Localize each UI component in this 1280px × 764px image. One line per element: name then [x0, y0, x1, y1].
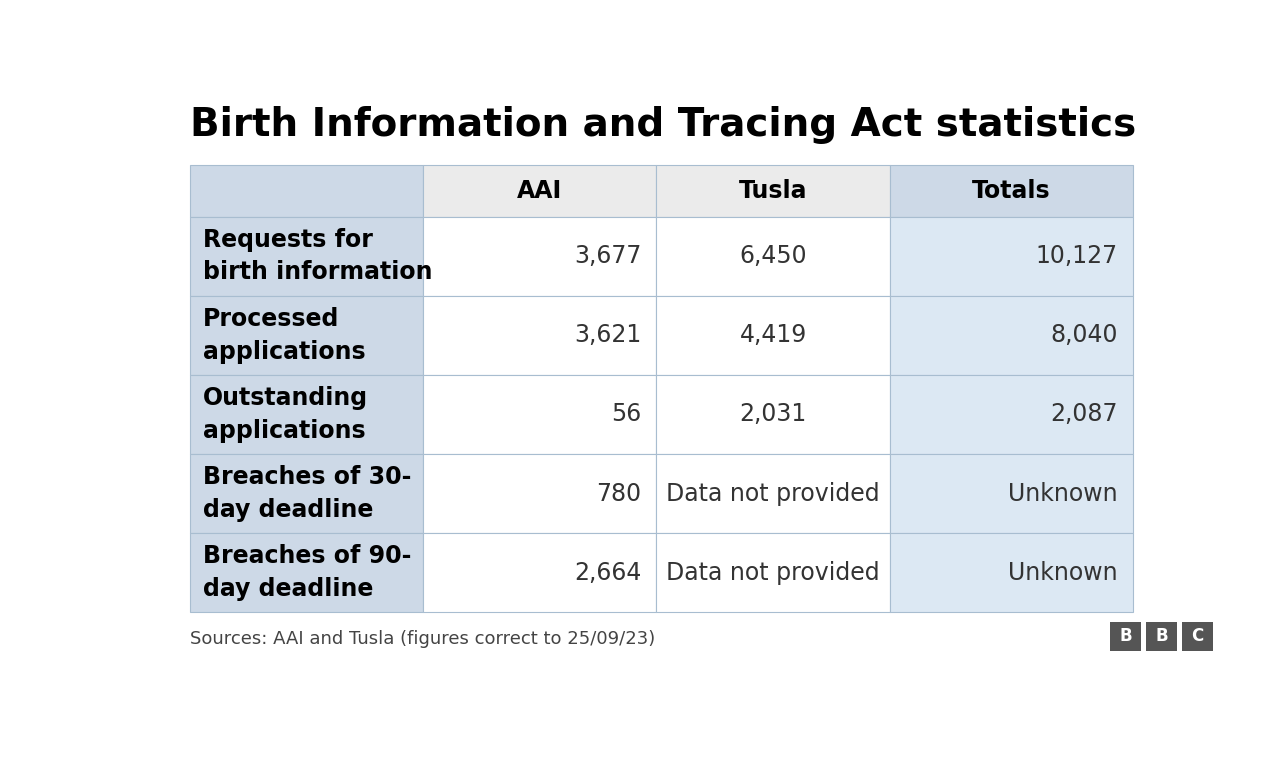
Text: C: C [1190, 627, 1203, 646]
FancyBboxPatch shape [189, 533, 424, 612]
FancyBboxPatch shape [657, 533, 890, 612]
FancyBboxPatch shape [657, 165, 890, 217]
Text: Outstanding
applications: Outstanding applications [202, 386, 367, 443]
Text: 56: 56 [612, 403, 641, 426]
FancyBboxPatch shape [890, 375, 1133, 454]
FancyBboxPatch shape [657, 217, 890, 296]
Text: 3,621: 3,621 [575, 323, 641, 348]
Text: Unknown: Unknown [1009, 561, 1117, 584]
Text: Data not provided: Data not provided [667, 481, 879, 506]
FancyBboxPatch shape [1181, 623, 1212, 650]
Text: 8,040: 8,040 [1050, 323, 1117, 348]
Text: AAI: AAI [517, 179, 562, 203]
Text: 4,419: 4,419 [740, 323, 806, 348]
FancyBboxPatch shape [657, 454, 890, 533]
FancyBboxPatch shape [890, 533, 1133, 612]
Text: 2,664: 2,664 [575, 561, 641, 584]
Text: Birth Information and Tracing Act statistics: Birth Information and Tracing Act statis… [189, 106, 1137, 144]
Text: Tusla: Tusla [739, 179, 808, 203]
FancyBboxPatch shape [189, 165, 424, 217]
Text: B: B [1155, 627, 1167, 646]
FancyBboxPatch shape [189, 296, 424, 375]
Text: Breaches of 90-
day deadline: Breaches of 90- day deadline [202, 545, 411, 601]
FancyBboxPatch shape [890, 165, 1133, 217]
FancyBboxPatch shape [189, 217, 424, 296]
Text: Data not provided: Data not provided [667, 561, 879, 584]
FancyBboxPatch shape [890, 217, 1133, 296]
Text: 10,127: 10,127 [1036, 244, 1117, 268]
Text: Totals: Totals [972, 179, 1051, 203]
FancyBboxPatch shape [1146, 623, 1176, 650]
Text: 2,031: 2,031 [740, 403, 806, 426]
FancyBboxPatch shape [657, 296, 890, 375]
FancyBboxPatch shape [1110, 623, 1140, 650]
Text: Processed
applications: Processed applications [202, 307, 365, 364]
FancyBboxPatch shape [424, 217, 657, 296]
FancyBboxPatch shape [424, 375, 657, 454]
Text: Requests for
birth information: Requests for birth information [202, 228, 433, 284]
Text: 3,677: 3,677 [575, 244, 641, 268]
FancyBboxPatch shape [189, 454, 424, 533]
Text: Breaches of 30-
day deadline: Breaches of 30- day deadline [202, 465, 411, 522]
FancyBboxPatch shape [657, 375, 890, 454]
FancyBboxPatch shape [424, 165, 657, 217]
FancyBboxPatch shape [890, 296, 1133, 375]
Text: B: B [1120, 627, 1132, 646]
Text: 2,087: 2,087 [1050, 403, 1117, 426]
Text: 780: 780 [596, 481, 641, 506]
Text: Unknown: Unknown [1009, 481, 1117, 506]
FancyBboxPatch shape [189, 375, 424, 454]
FancyBboxPatch shape [424, 454, 657, 533]
Text: Sources: AAI and Tusla (figures correct to 25/09/23): Sources: AAI and Tusla (figures correct … [189, 630, 655, 648]
FancyBboxPatch shape [890, 454, 1133, 533]
FancyBboxPatch shape [424, 533, 657, 612]
Text: 6,450: 6,450 [740, 244, 806, 268]
FancyBboxPatch shape [424, 296, 657, 375]
